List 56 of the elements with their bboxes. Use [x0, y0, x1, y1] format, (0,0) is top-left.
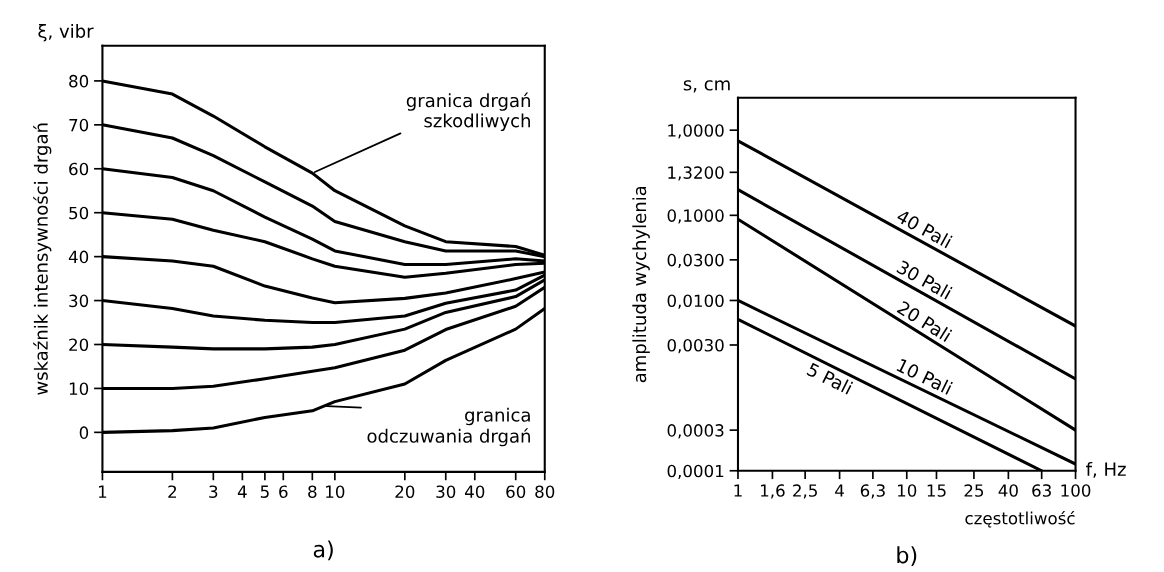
text: s, cm [683, 80, 730, 93]
y-tick-label: 0 [79, 426, 89, 439]
y-tick-label: 0,0100 [667, 294, 724, 309]
y-tick-label: 0,0001 [667, 464, 724, 480]
text: 30 Pali [896, 259, 953, 300]
x-tick-label: 4 [835, 484, 844, 497]
x-tick-label: 15 [927, 484, 946, 497]
x-tick-label: 1 [98, 485, 107, 498]
y-tick-label: 1,3200 [668, 166, 724, 181]
text: 5 Pali [806, 362, 854, 395]
y-tick-label: 70 [69, 118, 89, 132]
y-tick-label: 20 [69, 338, 89, 352]
y-axis-title: amplituda wychylenia [632, 186, 650, 383]
y-tick-label: 0,0300 [667, 253, 724, 269]
text: f, Hz [1086, 462, 1126, 478]
text: 10 Pali [896, 357, 953, 395]
y-tick-label: 80 [69, 74, 89, 88]
y-tick-label: 0,0003 [667, 424, 724, 439]
y-tick-label: 10 [69, 382, 89, 395]
y-tick-label: 0,1000 [667, 209, 724, 224]
y-tick-label: 60 [69, 162, 89, 176]
y-tick-label: 40 [68, 250, 89, 264]
x-tick-label: 10 [326, 485, 345, 498]
x-tick-label: 6 [279, 485, 288, 498]
x-tick-label: 5 [260, 485, 269, 498]
annotation: granica odczuwania drgań [367, 407, 530, 447]
x-tick-label: 20 [395, 485, 415, 498]
y-tick-label: 0,0030 [667, 338, 724, 354]
y-tick-label: 30 [69, 294, 89, 308]
x-tick-label: 10 [897, 484, 917, 497]
y-axis-title: wskaźnik intensywności drgań [33, 123, 52, 395]
x-tick-label: 60 [506, 485, 526, 498]
text: 20 Pali [896, 300, 953, 343]
x-tick-label: 30 [436, 485, 456, 498]
x-tick-label: 3 [209, 485, 218, 498]
x-tick-label: 40 [998, 484, 1018, 497]
x-tick-label: 8 [308, 485, 317, 498]
y-tick-label: 50 [69, 206, 89, 220]
text: 40 Pali [895, 208, 953, 249]
text: ξ, vibr [38, 23, 94, 42]
x-tick-label: 63 [1032, 484, 1051, 497]
x-tick-label: 1 [734, 484, 742, 497]
x-axis-title: częstotliwość [965, 510, 1075, 528]
text: b) [897, 546, 917, 567]
y-tick-label: 1,0000 [668, 124, 724, 139]
x-tick-label: 4 [237, 485, 247, 498]
x-tick-label: 1,6 [761, 484, 785, 499]
x-tick-label: 6,3 [860, 484, 885, 499]
annotation: granica drgań szkodliwych [406, 92, 530, 131]
x-tick-label: 25 [964, 484, 984, 497]
x-tick-label: 2 [168, 485, 177, 498]
x-tick-label: 40 [465, 485, 485, 498]
text: a) [313, 540, 333, 561]
x-tick-label: 2,5 [793, 484, 817, 499]
x-tick-label: 100 [1061, 484, 1091, 497]
x-tick-label: 80 [535, 485, 555, 498]
